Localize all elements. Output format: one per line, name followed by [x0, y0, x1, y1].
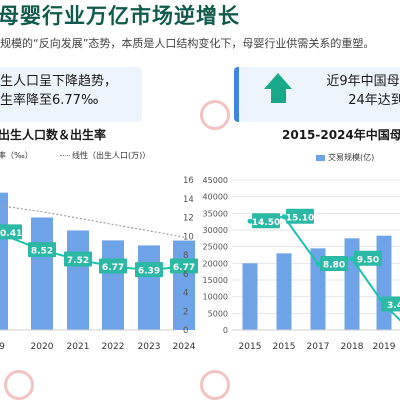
rate-label-bg — [64, 251, 92, 267]
rate-label-bg — [0, 224, 22, 240]
chart-2-legend: 交易规模(亿) — [316, 152, 374, 163]
y-tick-label: 40000 — [203, 193, 228, 202]
y2-tick-label: 0 — [183, 326, 188, 336]
growth-label: 15.10 — [286, 213, 314, 223]
y2-tick-label: 8 — [183, 251, 188, 261]
chart-1-legend-trend: 线性（出生人口(万)） — [60, 150, 150, 161]
growth-point — [247, 218, 253, 224]
x-tick-label: 2015 — [273, 342, 296, 352]
growth-point — [281, 214, 287, 220]
y2-tick-label: 14 — [183, 195, 194, 205]
chart-1-title: 出生人口数＆出生率 — [0, 128, 107, 142]
x-tick-label: 2023 — [138, 342, 161, 352]
growth-point — [349, 256, 355, 262]
rate-label-bg — [170, 258, 198, 274]
bar — [102, 240, 124, 330]
watermark-logo — [200, 370, 230, 400]
growth-label-bg — [286, 208, 314, 224]
bar — [242, 263, 258, 330]
bar — [67, 230, 89, 330]
y-tick-label: 5000 — [208, 309, 228, 318]
chart-1-legend-rate: 率（‰） — [0, 150, 33, 161]
x-tick-label: 2017 — [307, 342, 330, 352]
y-tick-label: 10000 — [203, 293, 228, 302]
rate-label: 8.52 — [31, 247, 53, 257]
market-growth-text: 近9年中国母婴行 24年达到 — [316, 72, 400, 110]
x-tick-label: 9 — [0, 342, 5, 352]
growth-point — [315, 261, 321, 267]
y2-tick-label: 2 — [183, 307, 188, 317]
y-tick-label: 35000 — [203, 209, 228, 218]
y2-tick-label: 10 — [183, 232, 194, 242]
birth-trend-text: 生人口呈下降趋势， 生率降至6.77‰ — [0, 72, 138, 110]
x-tick-label: 2019 — [373, 342, 396, 352]
bar — [0, 192, 8, 330]
chart-1-legend-trend-label: 线性（出生人口(万)） — [72, 151, 151, 160]
rate-label-bg — [135, 262, 163, 278]
market-chart: 0 5000 10000 15000 20000 25000 30000 35000 40000… — [203, 176, 400, 352]
y-tick-label: 45000 — [203, 176, 228, 185]
card-accent — [234, 67, 239, 122]
rate-label-bg — [99, 258, 127, 274]
x-tick-label: 2024 — [173, 342, 196, 352]
rate-label-bg — [28, 242, 56, 258]
growth-label: 3.4 — [387, 301, 400, 311]
bar — [138, 245, 160, 330]
bar — [276, 253, 292, 330]
rate-label: 10.41 — [0, 229, 22, 239]
bar — [31, 217, 53, 330]
chart-2-legend-label: 交易规模(亿) — [328, 153, 375, 162]
rate-label: 6.39 — [138, 267, 160, 277]
y-tick-label: 15000 — [203, 276, 228, 285]
watermark-logo — [200, 100, 230, 130]
growth-label-bg — [354, 250, 382, 266]
market-growth-line-1: 近9年中国母婴行 — [326, 74, 400, 89]
y2-tick-label: 4 — [183, 289, 188, 299]
rate-label: 7.52 — [67, 256, 89, 266]
x-tick-label: 2015 — [239, 342, 262, 352]
x-tick-label: 2022 — [102, 342, 125, 352]
growth-label-bg — [381, 296, 400, 312]
y2-tick-label: 16 — [183, 176, 194, 186]
y-tick-label: 20000 — [203, 259, 228, 268]
x-tick-label: 2020 — [31, 342, 54, 352]
y-tick-label: 0 — [223, 326, 228, 335]
growth-label: 9.50 — [357, 255, 379, 265]
birth-chart: 10.41 8.52 7.52 6.77 6.39 6.77 0 2 4 6 8 10 12 14 16 9 2… — [0, 176, 198, 352]
x-tick-label: 2021 — [67, 342, 90, 352]
y2-tick-label: 6 — [183, 270, 188, 280]
rate-label: 6.77 — [102, 263, 124, 273]
trendline — [0, 205, 185, 238]
page-title: 母婴行业万亿市场逆增长 — [0, 4, 240, 28]
y-tick-label: 25000 — [203, 243, 228, 252]
chart-1-legend-trend-swatch — [60, 155, 70, 156]
birth-trend-line-2: 生率降至6.77‰ — [0, 93, 99, 108]
chart-2-title: 2015-2024年中国母婴 — [282, 128, 400, 142]
growth-label-bg — [320, 256, 348, 271]
growth-label: 8.80 — [323, 261, 345, 271]
chart-2-legend-swatch — [316, 154, 325, 161]
y2-tick-label: 12 — [183, 214, 194, 224]
market-growth-line-2: 24年达到 — [348, 93, 400, 108]
growth-label: 14.50 — [252, 218, 280, 228]
bar — [376, 235, 392, 330]
market-growth-card: 近9年中国母婴行 24年达到 — [234, 67, 400, 122]
birth-trend-card: 生人口呈下降趋势， 生率降至6.77‰ — [0, 67, 142, 122]
birth-trend-line-1: 生人口呈下降趋势， — [0, 74, 118, 89]
growth-label-bg — [252, 213, 280, 229]
chart-1-legend-rate-label: 率（‰） — [0, 151, 33, 160]
rate-label: 6.77 — [173, 263, 195, 273]
page-subtitle: 规模的“反向发展”态势，本质是人口结构变化下，母婴行业供需关系的重塑。 — [0, 37, 375, 50]
x-tick-label: 2018 — [341, 342, 364, 352]
watermark-logo — [4, 370, 34, 400]
y-tick-label: 30000 — [203, 226, 228, 235]
